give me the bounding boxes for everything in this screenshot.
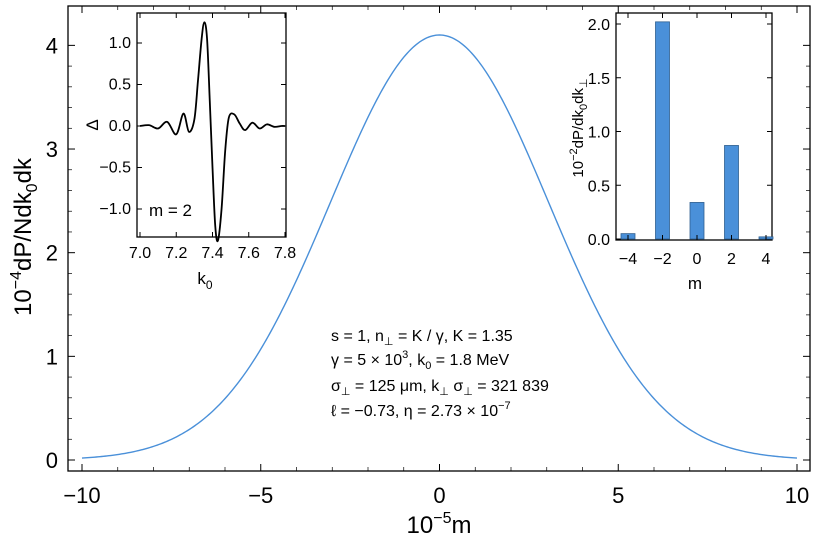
inset-right-x-axis-label: m — [688, 274, 702, 293]
inset-left-x-tick-label: 7.0 — [129, 245, 151, 262]
main-chart: −10 −5 0 5 10 0 1 2 3 4 10−5m 10−4dP/Ndk0dk s = 1, n… — [8, 5, 811, 539]
main-x-tick-label: 10 — [785, 483, 809, 508]
main-y-tick-label: 0 — [46, 448, 58, 473]
inset-left-y-tick-label: 1.0 — [109, 35, 131, 52]
inset-left-y-tick-label: 0.0 — [109, 118, 131, 135]
inset-right-y-axis-label: 10−2dP/dk0dk⊥ — [568, 78, 590, 177]
inset-right-y-tick-label: 2.0 — [588, 17, 610, 34]
main-y-tick-label: 4 — [46, 33, 58, 58]
main-annotation-line: s = 1, n⊥ = K / γ, K = 1.35 — [331, 328, 513, 348]
main-x-tick-label: 5 — [612, 483, 624, 508]
inset-right-chart: 0.0 0.5 1.0 1.5 2.0 −4 −2 0 2 4 m 10−2dP/dk0dk⊥ — [568, 12, 774, 293]
inset-right-bar — [655, 21, 670, 240]
inset-left-x-tick-label: 7.4 — [201, 245, 223, 262]
main-x-tick-label: −10 — [63, 483, 100, 508]
inset-right-bar — [724, 145, 739, 240]
inset-left-y-tick-label: −0.5 — [99, 160, 131, 177]
inset-right-x-tick-label: 0 — [693, 251, 702, 268]
main-x-tick-label: −5 — [248, 483, 273, 508]
inset-right-x-tick-label: −4 — [619, 251, 637, 268]
inset-left-y-tick-label: −1.0 — [99, 201, 131, 218]
inset-right-frame — [615, 12, 773, 241]
inset-left-frame — [136, 12, 287, 238]
inset-left-x-tick-label: 7.2 — [165, 245, 187, 262]
inset-left-y-tick-label: 0.5 — [109, 77, 131, 94]
main-annotation-line: σ⊥ = 125 μm, k⊥ σ⊥ = 321 839 — [331, 378, 549, 398]
inset-right-y-tick-label: 1.5 — [588, 71, 610, 88]
inset-left-series-line — [139, 21, 286, 243]
inset-right-x-tick-label: 4 — [762, 251, 771, 268]
main-x-tick-label: 0 — [433, 483, 445, 508]
main-y-tick-label: 1 — [46, 344, 58, 369]
main-y-tick-label: 3 — [46, 137, 58, 162]
inset-left-annotation: m = 2 — [149, 201, 192, 220]
main-y-axis-label: 10−4dP/Ndk0dk — [8, 157, 41, 316]
inset-left-x-axis-label: k0 — [197, 269, 213, 292]
main-x-axis-label: 10−5m — [407, 510, 472, 539]
inset-right-y-tick-label: 0.0 — [588, 232, 610, 249]
main-annotation-line: ℓ = −0.73, η = 2.73 × 10−7 — [331, 400, 511, 420]
inset-right-bar — [689, 202, 705, 240]
inset-left-x-tick-label: 7.6 — [238, 245, 260, 262]
inset-right-y-tick-label: 1.0 — [588, 125, 610, 142]
main-annotation-line: γ = 5 × 103, k0 = 1.8 MeV — [331, 349, 509, 372]
main-y-tick-label: 2 — [46, 241, 58, 266]
inset-left-x-tick-label: 7.8 — [274, 245, 296, 262]
inset-left-y-axis-label: Δ — [83, 119, 102, 130]
inset-right-x-tick-label: 2 — [727, 251, 736, 268]
inset-left-chart: 7.0 7.2 7.4 7.6 7.8 −1.0 −0.5 0.0 0.5 1.0 m = 2 k0 Δ — [83, 12, 296, 292]
inset-right-y-tick-label: 0.5 — [588, 178, 610, 195]
main-series-line — [81, 34, 798, 459]
inset-right-x-tick-label: −2 — [653, 251, 671, 268]
